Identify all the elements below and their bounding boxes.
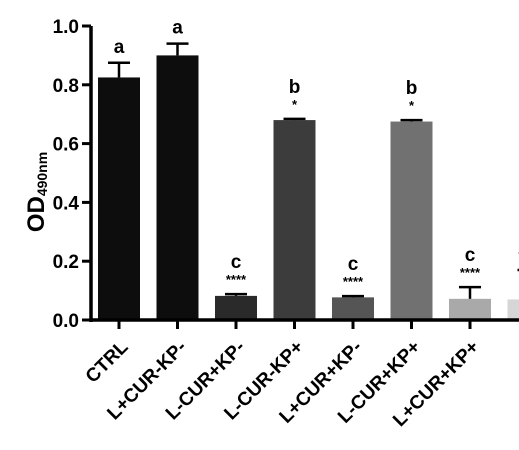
bars [98,55,519,321]
y-axis-label-text: OD490nm [23,152,50,232]
y-axis-label: OD490nm [23,152,50,232]
y-ticks: 0.0 0.2 0.4 0.6 0.8 1.0 [53,17,91,332]
y-tick-label: 0.8 [53,76,79,97]
bar [215,295,257,320]
bar [273,120,316,320]
axes [89,26,519,322]
bar [449,298,491,320]
y-tick-label: 0.4 [53,193,80,214]
significance-stars: **** [226,272,247,287]
bar [332,297,374,320]
group-letter: c [348,254,359,275]
significance-stars: * [292,97,298,112]
bar [390,121,433,320]
bar [98,77,140,320]
significance-stars: **** [343,274,364,289]
error-bars [108,42,519,299]
y-axis-label-sub: 490nm [34,152,50,196]
significance-stars: * [409,98,415,113]
y-tick-label: 0.6 [53,135,79,156]
y-tick-label: 1.0 [53,17,79,38]
bar [156,55,199,321]
y-axis-label-main: OD [23,196,50,232]
group-letter: a [172,18,183,39]
significance-stars: **** [460,265,481,280]
y-tick-label: 0.2 [53,252,79,273]
group-letter: b [289,77,301,98]
group-letter: c [231,252,242,273]
x-tick-label: CTRL [82,336,133,387]
x-ticks: CTRLL+CUR-KP-L-CUR+KP-L-CUR-KP+L+CUR+KP-… [82,320,484,431]
y-tick-label: 0.0 [53,311,79,332]
group-letter: c [465,245,476,266]
group-letter: a [114,37,125,58]
bar [507,299,519,320]
annotations: aa****c*b****c*b****c****c [114,18,519,290]
group-letter: b [406,78,418,99]
